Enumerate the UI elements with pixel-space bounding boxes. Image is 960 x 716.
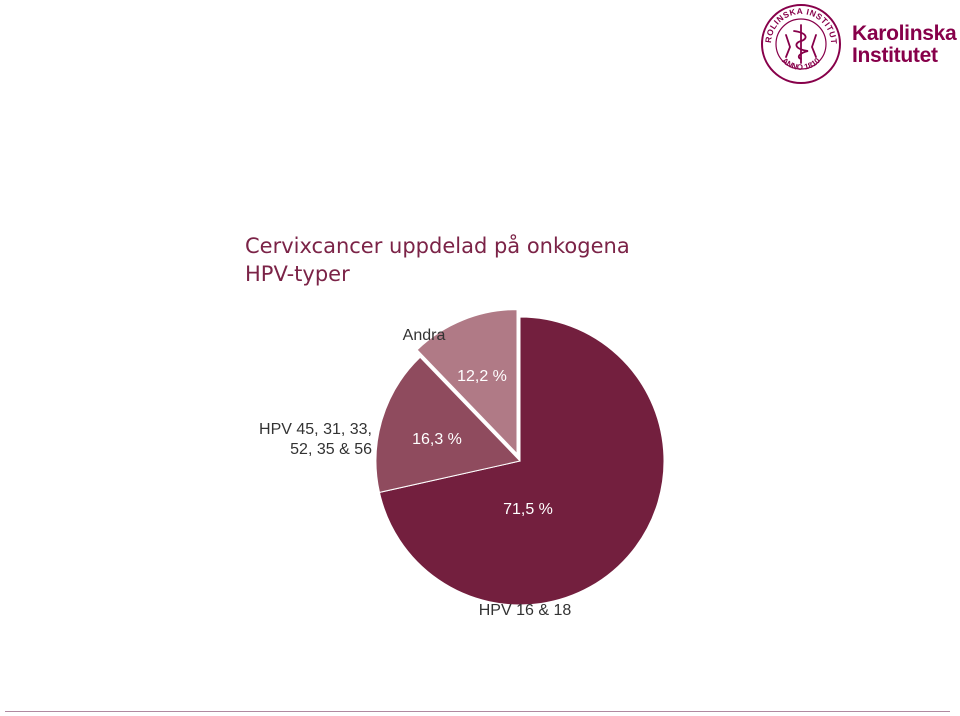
pie-category-label-line: 52, 35 & 56 (290, 441, 372, 458)
footer-divider (5, 711, 950, 712)
slide-title: Cervixcancer uppdelad på onkogena HPV-ty… (245, 232, 705, 288)
pie-category-label-line: HPV 16 & 18 (479, 602, 572, 619)
logo-wordmark: Karolinska Institutet (852, 22, 957, 67)
pie-slice-2 (416, 309, 518, 455)
pie-category-label-0: HPV 16 & 18 (479, 602, 572, 619)
logo-name-line2: Institutet (852, 44, 938, 67)
pie-category-label-2: Andra (403, 327, 446, 344)
pie-slice-0 (378, 316, 665, 606)
pie-value-label-0: 71,5 % (503, 501, 553, 518)
pie-category-label-1: HPV 45, 31, 33, 52, 35 & 56 (259, 421, 372, 458)
slide-title-line2: HPV-typer (245, 262, 350, 286)
karolinska-seal-icon: KAROLINSKA INSTITUTET ANNO 1810 (760, 3, 841, 84)
slide-title-line1: Cervixcancer uppdelad på onkogena (245, 234, 630, 258)
pie-slice-1 (375, 356, 521, 494)
pie-value-label-2: 12,2 % (457, 368, 507, 385)
pie-category-label-line: HPV 45, 31, 33, (259, 421, 372, 438)
pie-category-label-line: Andra (403, 327, 446, 344)
pie-value-label-1: 16,3 % (412, 431, 462, 448)
logo-name-line1: Karolinska (852, 22, 957, 45)
karolinska-logo: KAROLINSKA INSTITUTET ANNO 1810 Karolins… (760, 3, 960, 87)
